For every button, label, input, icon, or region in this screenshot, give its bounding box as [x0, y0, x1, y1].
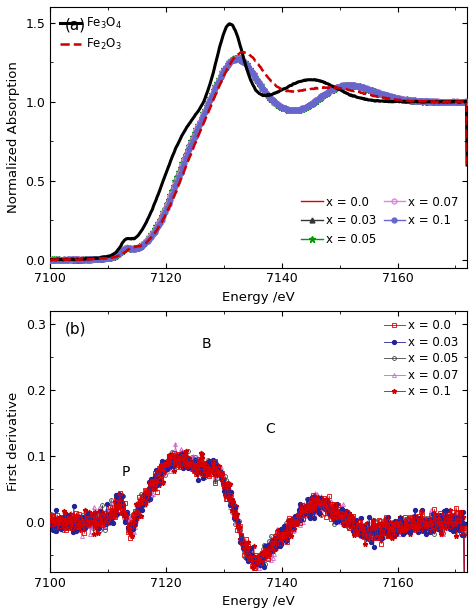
Y-axis label: First derivative: First derivative	[7, 392, 20, 491]
Y-axis label: Normalized Absorption: Normalized Absorption	[7, 62, 20, 213]
Text: P: P	[121, 466, 130, 479]
Text: (a): (a)	[65, 17, 86, 33]
X-axis label: Energy /eV: Energy /eV	[222, 595, 295, 608]
Text: (b): (b)	[65, 322, 86, 336]
Text: B: B	[202, 336, 211, 351]
Legend: x = 0.0, x = 0.03, x = 0.05, x = 0.07, x = 0.1: x = 0.0, x = 0.03, x = 0.05, x = 0.07, x…	[381, 317, 461, 401]
X-axis label: Energy /eV: Energy /eV	[222, 291, 295, 304]
Legend: x = 0.0, x = 0.03, x = 0.05, x = 0.07, x = 0.1: x = 0.0, x = 0.03, x = 0.05, x = 0.07, x…	[299, 193, 461, 248]
Text: C: C	[265, 423, 275, 437]
